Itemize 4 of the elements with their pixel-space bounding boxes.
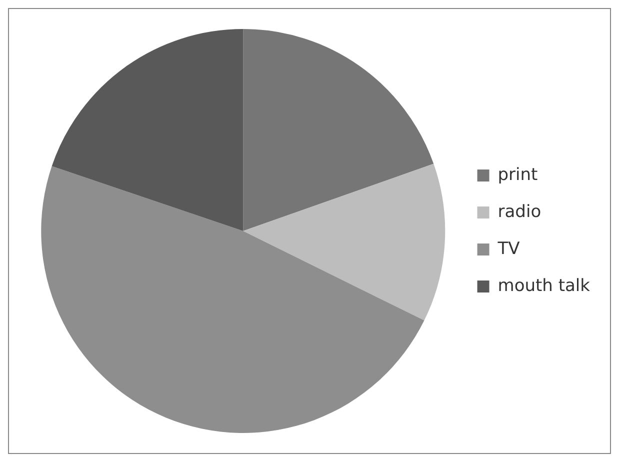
legend-label: print (498, 164, 538, 185)
legend-label: mouth talk (498, 276, 590, 296)
legend-label: radio (498, 202, 542, 222)
legend-label: TV (496, 238, 520, 259)
